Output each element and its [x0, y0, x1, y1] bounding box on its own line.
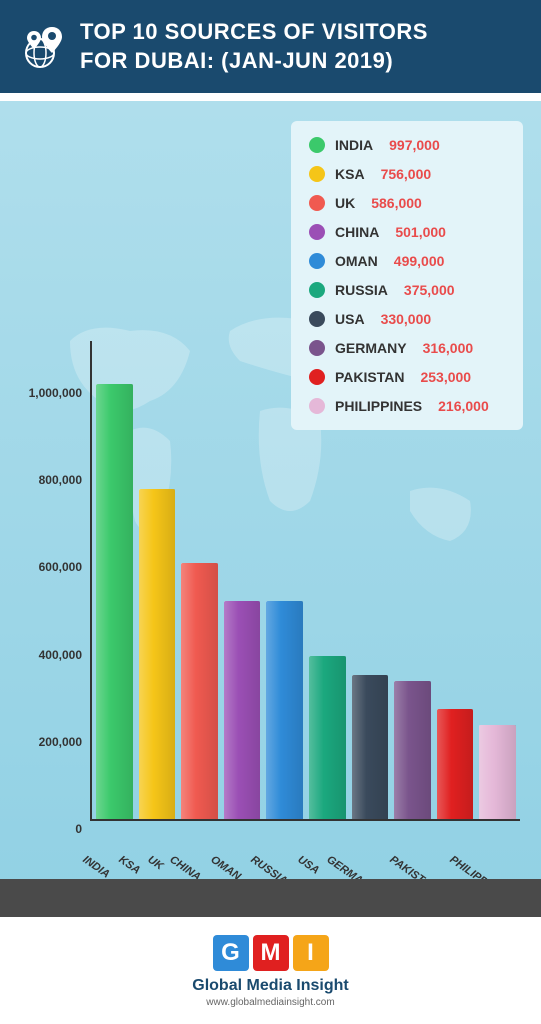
legend-row: UK 586,000 — [309, 195, 505, 211]
legend-dot — [309, 311, 325, 327]
bar — [224, 601, 261, 820]
header: TOP 10 SOURCES OF VISITORS FOR DUBAI: (J… — [0, 0, 541, 93]
x-label: UK — [146, 849, 169, 873]
bar-wrap — [479, 725, 516, 819]
legend-label: OMAN — [335, 253, 378, 269]
bar — [139, 489, 176, 819]
legend: INDIA 997,000 KSA 756,000 UK 586,000 CHINA 501,… — [291, 121, 523, 430]
legend-label: UK — [335, 195, 355, 211]
legend-value: 499,000 — [394, 253, 445, 269]
legend-value: 997,000 — [389, 137, 440, 153]
legend-dot — [309, 195, 325, 211]
y-tick: 400,000 — [39, 648, 82, 662]
bar-wrap — [352, 675, 389, 819]
y-tick: 600,000 — [39, 560, 82, 574]
bar — [352, 675, 389, 819]
brand-logo: GMI — [213, 935, 329, 971]
bar-wrap — [139, 489, 176, 819]
y-tick: 200,000 — [39, 735, 82, 749]
legend-row: RUSSIA 375,000 — [309, 282, 505, 298]
bar-wrap — [96, 384, 133, 819]
brand-name: Global Media Insight — [0, 977, 541, 995]
y-axis: 0200,000400,000600,000800,0001,000,000 — [20, 341, 90, 821]
legend-dot — [309, 224, 325, 240]
legend-row: KSA 756,000 — [309, 166, 505, 182]
legend-label: PAKISTAN — [335, 369, 404, 385]
bar-wrap — [224, 601, 261, 820]
legend-value: 375,000 — [404, 282, 455, 298]
globe-pin-icon — [20, 23, 68, 71]
chart-area: INDIA 997,000 KSA 756,000 UK 586,000 CHINA 501,… — [0, 101, 541, 881]
bar-wrap — [309, 656, 346, 820]
bar — [96, 384, 133, 819]
legend-row: PAKISTAN 253,000 — [309, 369, 505, 385]
bar-wrap — [181, 563, 218, 819]
footer-stripe — [0, 879, 541, 917]
legend-value: 586,000 — [371, 195, 422, 211]
x-label: INDIA — [80, 849, 115, 881]
legend-value: 330,000 — [381, 311, 432, 327]
page-title: TOP 10 SOURCES OF VISITORS FOR DUBAI: (J… — [80, 18, 428, 75]
legend-value: 253,000 — [420, 369, 471, 385]
legend-row: CHINA 501,000 — [309, 224, 505, 240]
legend-value: 316,000 — [423, 340, 474, 356]
legend-label: PHILIPPINES — [335, 398, 422, 414]
brand-url: www.globalmediainsight.com — [0, 997, 541, 1008]
bar — [309, 656, 346, 820]
legend-dot — [309, 340, 325, 356]
legend-label: CHINA — [335, 224, 379, 240]
bar — [437, 709, 474, 819]
legend-label: INDIA — [335, 137, 373, 153]
header-divider — [0, 93, 541, 101]
legend-label: RUSSIA — [335, 282, 388, 298]
legend-label: GERMANY — [335, 340, 407, 356]
legend-row: GERMANY 316,000 — [309, 340, 505, 356]
legend-dot — [309, 398, 325, 414]
bar — [266, 601, 303, 819]
legend-value: 216,000 — [438, 398, 489, 414]
bar-wrap — [394, 681, 431, 819]
bar — [394, 681, 431, 819]
legend-dot — [309, 137, 325, 153]
legend-value: 501,000 — [395, 224, 446, 240]
logo-letter: G — [213, 935, 249, 971]
bar-wrap — [266, 601, 303, 819]
y-tick: 1,000,000 — [29, 386, 82, 400]
legend-row: OMAN 499,000 — [309, 253, 505, 269]
x-label: OMAN — [208, 849, 246, 883]
legend-row: PHILIPPINES 216,000 — [309, 398, 505, 414]
logo-letter: M — [253, 935, 289, 971]
legend-row: INDIA 997,000 — [309, 137, 505, 153]
legend-label: KSA — [335, 166, 365, 182]
bar — [479, 725, 516, 819]
y-tick: 0 — [75, 822, 82, 836]
bar-wrap — [437, 709, 474, 819]
x-axis-labels: INDIAKSAUKCHINAOMANRUSSIAUSAGERMANYPAKIS… — [90, 851, 520, 869]
logo-letter: I — [293, 935, 329, 971]
legend-dot — [309, 369, 325, 385]
bar — [181, 563, 218, 819]
legend-dot — [309, 166, 325, 182]
footer: GMI Global Media Insight www.globalmedia… — [0, 879, 541, 1024]
legend-dot — [309, 253, 325, 269]
x-label: KSA — [116, 849, 145, 877]
legend-dot — [309, 282, 325, 298]
legend-value: 756,000 — [381, 166, 432, 182]
legend-row: USA 330,000 — [309, 311, 505, 327]
y-tick: 800,000 — [39, 473, 82, 487]
legend-label: USA — [335, 311, 365, 327]
x-label: USA — [295, 849, 324, 877]
